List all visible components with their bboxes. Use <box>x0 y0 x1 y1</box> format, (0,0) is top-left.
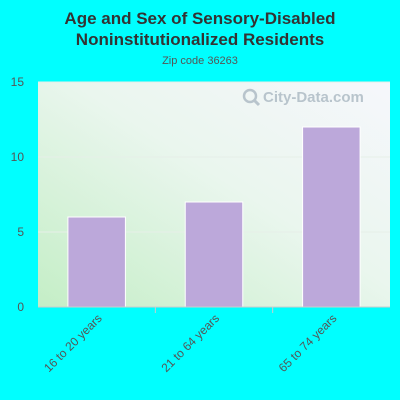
bars <box>67 126 361 308</box>
bar <box>184 201 244 308</box>
chart-title: Age and Sex of Sensory-Disabled Noninsti… <box>0 8 400 50</box>
watermark: City-Data.com <box>242 88 364 107</box>
y-tick-label: 15 <box>11 75 25 89</box>
chart-subtitle: Zip code 36263 <box>162 55 238 67</box>
magnifier-icon <box>242 88 261 107</box>
y-tick-label: 5 <box>17 225 24 239</box>
y-tick-label: 0 <box>17 300 24 314</box>
x-tick-label: 65 to 74 years <box>276 311 340 375</box>
bar <box>67 216 126 308</box>
chart-title-line1: Age and Sex of Sensory-Disabled <box>64 9 336 28</box>
chart-title-line2: Noninstitutionalized Residents <box>75 30 325 49</box>
bar <box>302 126 361 308</box>
x-tick-label: 21 to 64 years <box>158 311 222 375</box>
y-tick-label: 10 <box>11 150 25 164</box>
watermark-text: City-Data.com <box>263 89 364 106</box>
x-tick-label: 16 to 20 years <box>41 311 105 375</box>
